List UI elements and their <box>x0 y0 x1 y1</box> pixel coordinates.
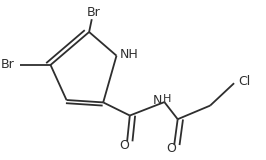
Text: O: O <box>119 139 129 152</box>
Text: Cl: Cl <box>238 75 250 88</box>
Text: N: N <box>152 94 162 107</box>
Text: Br: Br <box>87 6 101 19</box>
Text: NH: NH <box>120 48 138 61</box>
Text: H: H <box>163 94 171 104</box>
Text: O: O <box>166 142 176 155</box>
Text: Br: Br <box>1 58 15 72</box>
